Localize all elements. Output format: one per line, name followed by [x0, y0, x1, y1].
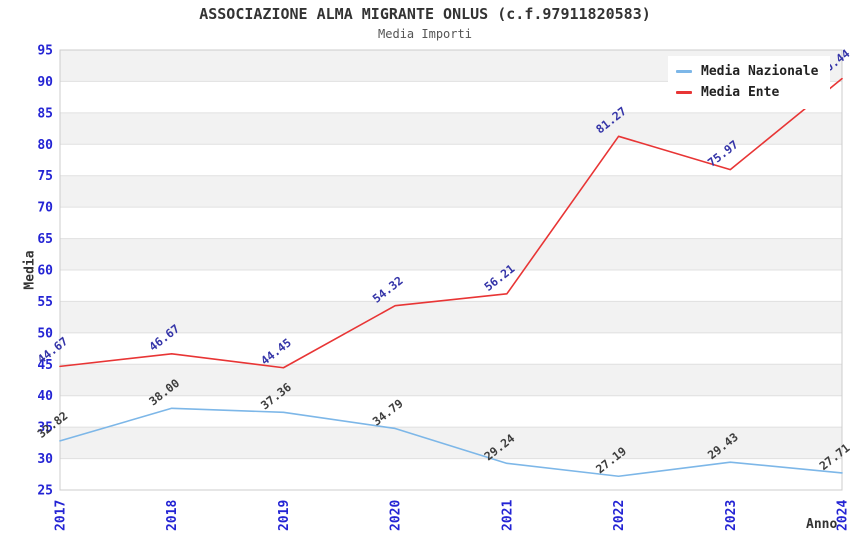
x-tick-label: 2021 [500, 500, 515, 531]
band-row [60, 112, 842, 145]
y-tick-label: 45 [37, 358, 53, 373]
y-axis-title: Media [22, 250, 38, 290]
band-row [60, 427, 842, 459]
band-row [60, 364, 842, 396]
y-tick-label: 80 [37, 138, 53, 153]
x-tick-label: 2023 [724, 500, 739, 531]
y-tick-label: 65 [37, 232, 53, 247]
x-tick-label: 2022 [612, 500, 627, 531]
plot-border [59, 49, 843, 491]
legend: Media Nazionale Media Ente [668, 56, 831, 109]
y-tick-label: 60 [37, 264, 53, 279]
x-tick-label: 2019 [277, 500, 292, 531]
y-tick-label: 95 [37, 44, 53, 59]
y-tick-label: 25 [37, 484, 53, 499]
y-tick-label: 55 [37, 295, 53, 310]
x-tick-label: 2017 [54, 500, 69, 531]
band-row [60, 395, 842, 428]
y-tick-label: 50 [37, 326, 53, 341]
band-row [60, 238, 842, 270]
x-tick-label: 2020 [389, 500, 404, 531]
x-tick-label: 2024 [836, 500, 850, 531]
series-line [59, 77, 843, 369]
y-tick-label: 90 [37, 75, 53, 90]
band-row [60, 301, 842, 333]
legend-line-swatch-icon [676, 70, 692, 73]
band-row [60, 270, 842, 302]
legend-label: Media Ente [701, 85, 780, 100]
band-row [60, 144, 842, 176]
y-tick-label: 35 [37, 421, 53, 436]
x-tick-label: 2018 [165, 500, 180, 531]
band-row [60, 332, 842, 365]
legend-label: Media Nazionale [701, 64, 819, 79]
chart-title: ASSOCIAZIONE ALMA MIGRANTE ONLUS (c.f.97… [199, 5, 651, 23]
legend-item: Media Nazionale [676, 61, 818, 82]
x-axis-title: Anno [806, 517, 838, 532]
chart-subtitle: Media Importi [378, 27, 472, 41]
y-tick-label: 30 [37, 452, 53, 467]
band-row [60, 175, 842, 208]
legend-item: Media Ente [676, 82, 818, 103]
y-tick-label: 75 [37, 169, 53, 184]
band-row [60, 207, 842, 239]
y-tick-label: 70 [37, 201, 53, 216]
series-line [59, 407, 843, 478]
y-tick-label: 40 [37, 389, 53, 404]
y-tick-label: 85 [37, 106, 53, 121]
legend-line-swatch-icon [676, 91, 692, 94]
